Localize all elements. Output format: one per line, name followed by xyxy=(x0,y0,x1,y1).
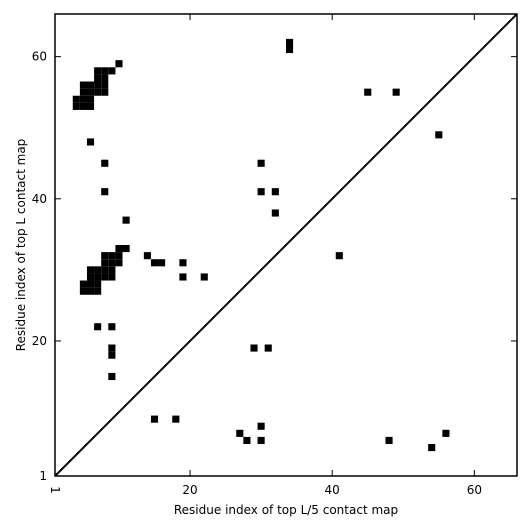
contact-point xyxy=(257,436,265,445)
contact-point xyxy=(94,81,102,89)
contact-point xyxy=(94,74,102,82)
contact-point xyxy=(122,245,130,253)
contact-point xyxy=(101,81,109,89)
contact-point xyxy=(79,88,87,96)
x-tick-label: 40 xyxy=(325,483,340,497)
contact-point xyxy=(108,323,116,331)
contact-point xyxy=(86,287,95,295)
contact-point xyxy=(236,429,244,437)
y-tick-label: 40 xyxy=(32,192,47,206)
contact-point xyxy=(335,252,343,260)
contact-point xyxy=(179,259,187,267)
x-tick-label: 20 xyxy=(182,483,197,497)
contact-point xyxy=(86,266,95,274)
contact-point xyxy=(115,60,123,68)
contact-point xyxy=(86,273,95,281)
contact-point xyxy=(101,67,109,75)
contact-point xyxy=(101,188,109,196)
contact-point xyxy=(108,344,116,352)
contact-point xyxy=(86,102,95,110)
contact-point xyxy=(257,188,265,196)
contact-point xyxy=(428,444,436,452)
contact-point xyxy=(385,436,393,445)
contact-point xyxy=(108,266,116,274)
contact-point xyxy=(101,266,109,274)
y-axis-ticks: 1 20 40 60 xyxy=(32,50,517,483)
contact-point xyxy=(79,102,87,110)
contact-point xyxy=(115,252,123,260)
contact-point xyxy=(94,287,102,295)
contact-point xyxy=(94,280,102,288)
y-tick-label: 60 xyxy=(32,50,47,64)
x-tick-label: 60 xyxy=(467,483,482,497)
contact-point xyxy=(86,81,95,89)
x-axis-ticks: 1 20 40 60 xyxy=(48,14,482,497)
contact-point xyxy=(101,252,109,260)
plot-frame xyxy=(54,13,518,477)
contact-point xyxy=(79,95,87,103)
contact-point xyxy=(264,344,272,352)
x-axis-label: Residue index of top L/5 contact map xyxy=(174,503,398,517)
diagonal-line xyxy=(54,13,518,477)
contact-points xyxy=(72,38,450,452)
contact-point xyxy=(243,436,251,445)
contact-point xyxy=(150,415,159,423)
contact-point xyxy=(286,38,294,46)
contact-point xyxy=(364,88,372,96)
contact-point xyxy=(108,259,116,267)
contact-point xyxy=(200,273,208,281)
contact-point xyxy=(101,88,109,96)
contact-point xyxy=(442,429,450,437)
y-tick-label: 20 xyxy=(32,334,47,348)
contact-point xyxy=(86,88,95,96)
contact-point xyxy=(179,273,187,281)
contact-point xyxy=(72,102,80,110)
contact-point xyxy=(94,67,102,75)
contact-point xyxy=(158,259,166,267)
contact-point xyxy=(250,344,258,352)
contact-point xyxy=(94,88,102,96)
contact-point xyxy=(172,415,180,423)
contact-point xyxy=(108,273,116,281)
contact-point xyxy=(79,280,87,288)
contact-point xyxy=(86,138,95,146)
contact-point xyxy=(257,422,265,430)
contact-point xyxy=(94,266,102,274)
contact-point xyxy=(79,287,87,295)
contact-point xyxy=(101,74,109,82)
contact-point xyxy=(108,372,116,381)
contact-point xyxy=(101,159,109,167)
contact-point xyxy=(108,252,116,260)
contact-point xyxy=(115,245,123,253)
contact-point xyxy=(143,252,151,260)
contact-point xyxy=(94,323,102,331)
contact-point xyxy=(257,159,265,167)
y-axis-label: Residue index of top L contact map xyxy=(14,139,28,352)
contact-point xyxy=(86,280,95,288)
contact-point xyxy=(286,45,294,54)
contact-point xyxy=(108,351,116,359)
contact-point xyxy=(271,209,279,217)
contact-point xyxy=(108,67,116,75)
contact-point xyxy=(72,95,80,103)
y-tick-label: 1 xyxy=(39,469,47,483)
contact-point xyxy=(150,259,159,267)
contact-point xyxy=(79,81,87,89)
contact-point xyxy=(101,273,109,281)
contact-point xyxy=(271,188,279,196)
contact-point xyxy=(115,259,123,267)
contact-point xyxy=(435,131,443,139)
contact-point xyxy=(122,216,130,224)
x-tick-label: 1 xyxy=(48,486,62,494)
contact-point xyxy=(94,273,102,281)
contact-point xyxy=(86,95,95,103)
contact-point xyxy=(101,259,109,267)
contact-point xyxy=(392,88,400,96)
